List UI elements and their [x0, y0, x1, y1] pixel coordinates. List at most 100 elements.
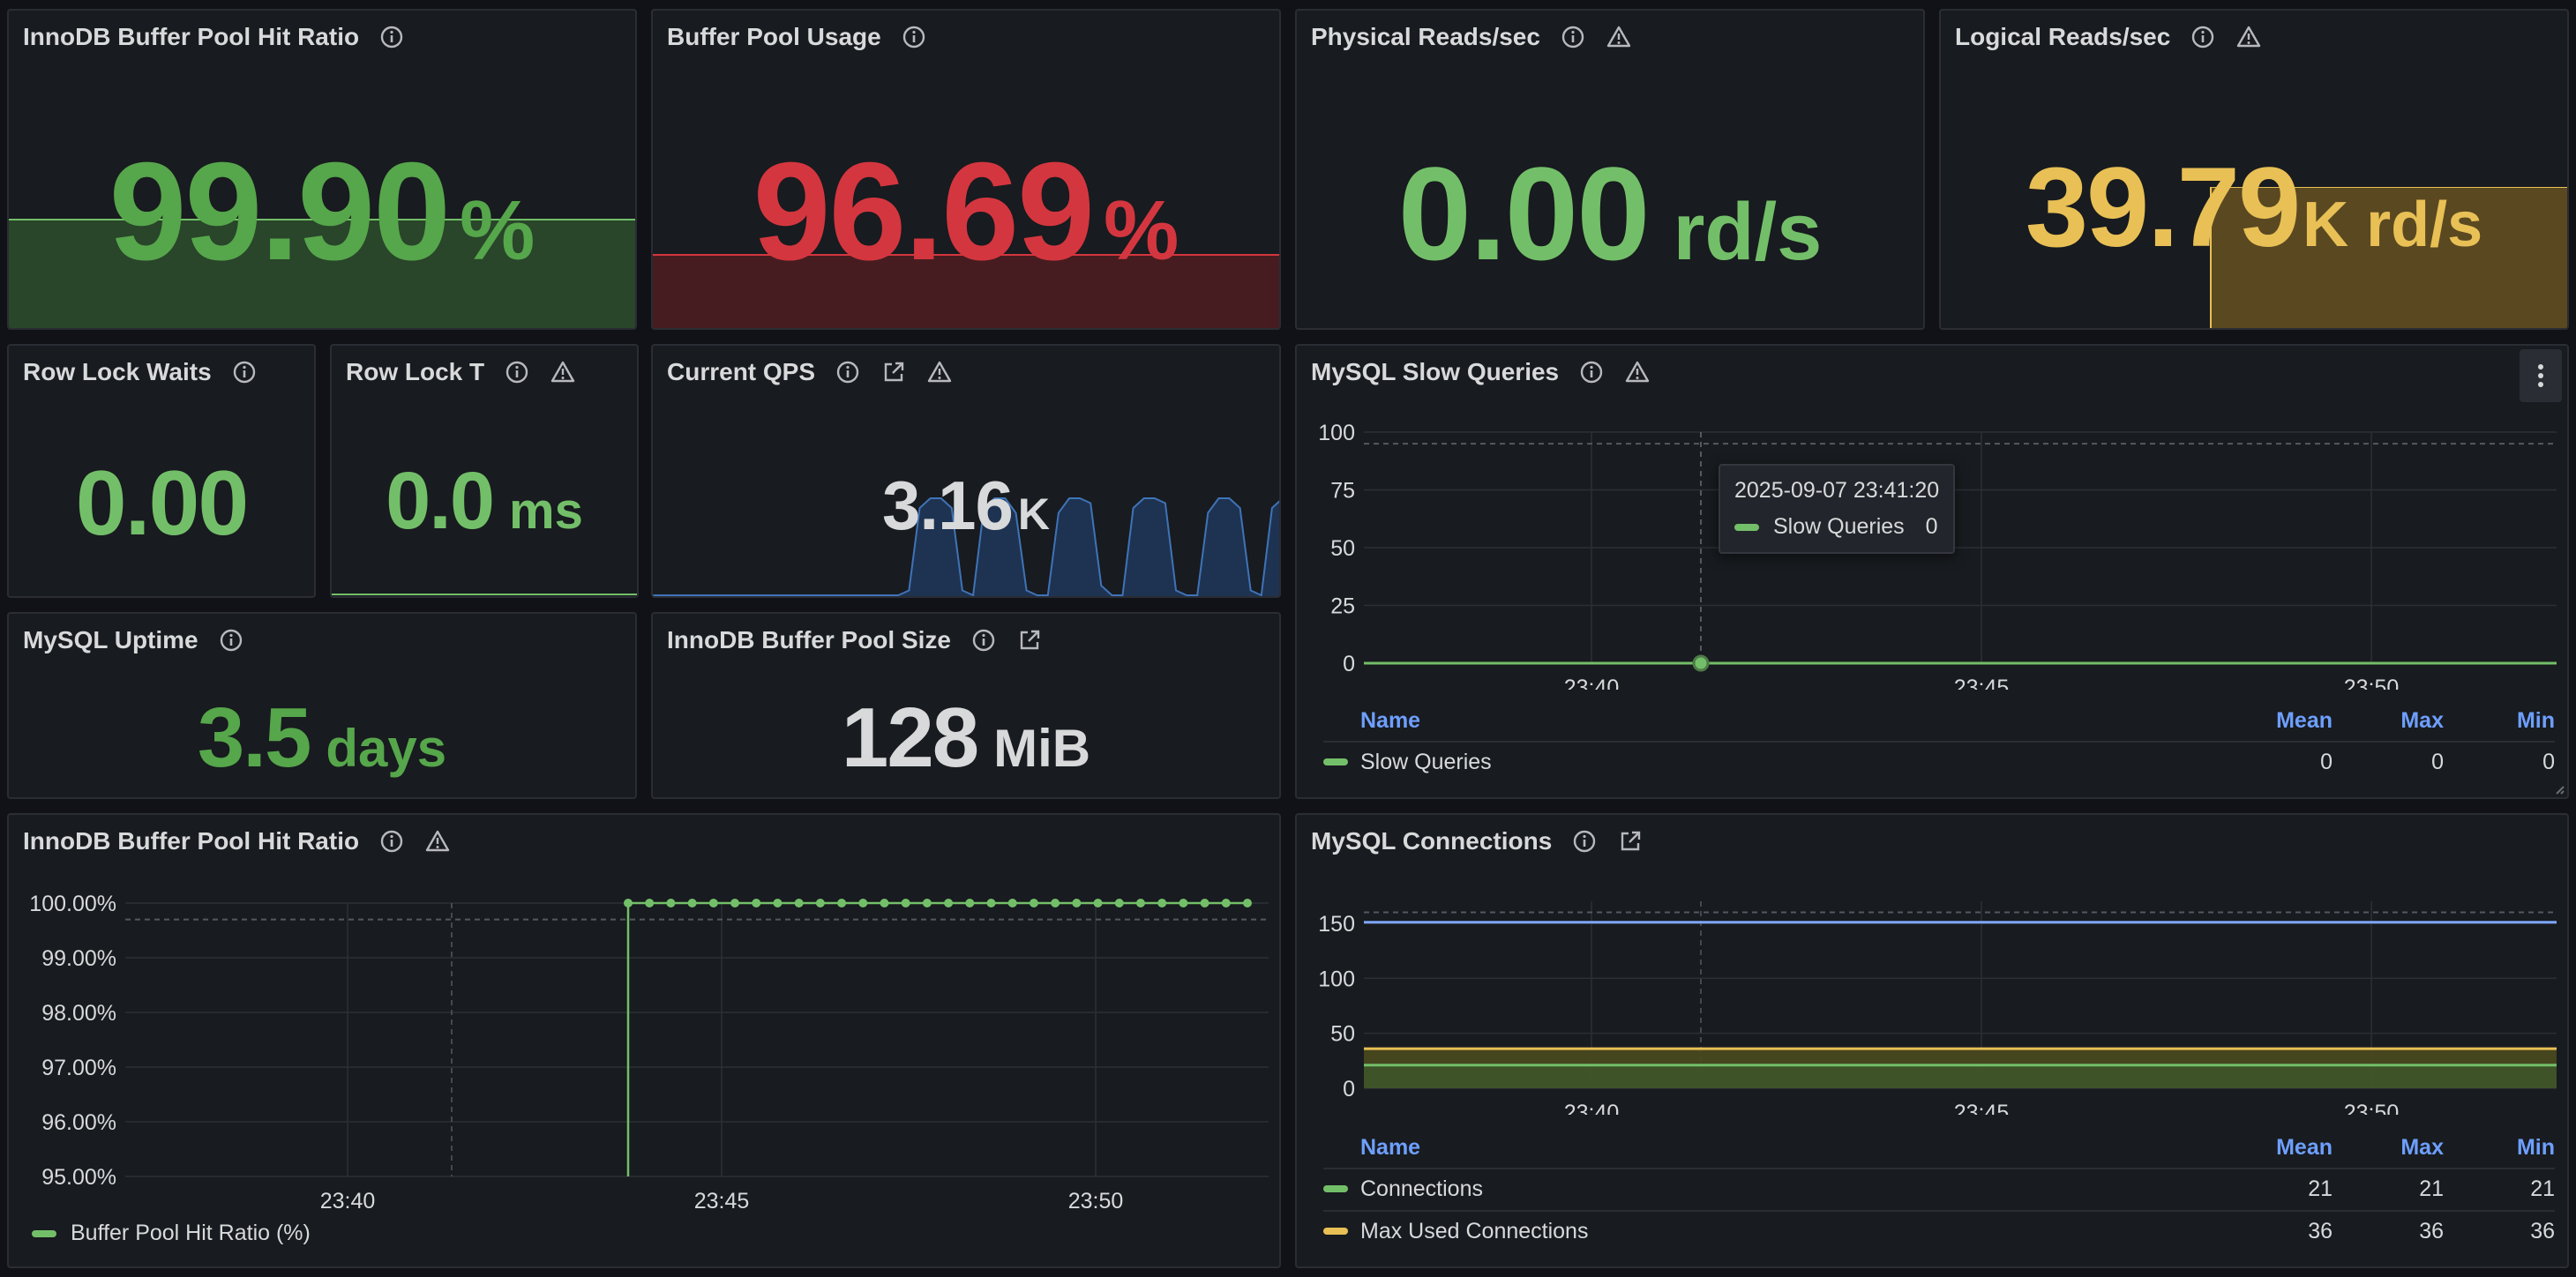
info-icon[interactable] — [378, 24, 405, 50]
slow-queries-plot[interactable]: 0 25 50 75 100 23:40 23:45 23:50 — [1297, 346, 2569, 690]
legend-col-min[interactable]: Min — [2516, 1134, 2555, 1160]
legend-series-name[interactable]: Buffer Pool Hit Ratio (%) — [71, 1221, 311, 1245]
panel-row-lock-time[interactable]: Row Lock T 0.0 ms — [330, 344, 639, 598]
stat-value: 0.00 — [1397, 139, 1651, 288]
legend-col-max[interactable]: Max — [2400, 707, 2444, 733]
qps-value: 3.16 K — [653, 466, 1279, 546]
panel-hit-ratio-stat[interactable]: InnoDB Buffer Pool Hit Ratio 99.90 % — [7, 9, 637, 330]
legend-row[interactable]: Buffer Pool Hit Ratio (%) — [32, 1221, 311, 1246]
legend-col-name[interactable]: Name — [1360, 1134, 1421, 1160]
warning-icon[interactable] — [926, 359, 953, 385]
info-icon[interactable] — [378, 828, 405, 855]
resize-handle-icon[interactable] — [2553, 783, 2565, 795]
data-point — [858, 899, 868, 907]
warning-icon[interactable] — [424, 828, 451, 855]
legend-series-name[interactable]: Slow Queries — [1360, 749, 1492, 774]
x-tick-label: 23:50 — [1068, 1189, 1124, 1214]
info-icon[interactable] — [901, 24, 927, 50]
panel-menu-button[interactable] — [2520, 349, 2562, 402]
info-icon[interactable] — [504, 359, 530, 385]
legend-series-name[interactable]: Max Used Connections — [1360, 1218, 1589, 1243]
data-point — [922, 899, 932, 907]
info-icon[interactable] — [218, 627, 244, 653]
stat-unit: ms — [509, 482, 583, 540]
external-link-icon[interactable] — [1016, 627, 1043, 653]
data-point — [944, 899, 954, 907]
qps-line — [653, 497, 1279, 596]
uptime-value: 3.5 days — [9, 690, 635, 787]
stat-unit: % — [460, 183, 535, 278]
y-tick-label: 0 — [1343, 652, 1355, 676]
connections-plot[interactable]: 0 50 100 150 23:40 23:45 23:50 — [1297, 815, 2569, 1115]
data-point — [1114, 899, 1124, 907]
x-tick-label: 23:45 — [1954, 1101, 2010, 1115]
data-point — [965, 899, 975, 907]
hit-ratio-fill-area — [9, 219, 635, 328]
legend-swatch — [32, 1229, 56, 1237]
panel-hit-ratio-timeseries[interactable]: InnoDB Buffer Pool Hit Ratio 95.00% 96.00… — [7, 813, 1281, 1268]
y-tick-label: 99.00% — [41, 946, 116, 971]
legend-mean: 21 — [2308, 1176, 2333, 1201]
stat-unit: MiB — [993, 719, 1091, 778]
info-icon[interactable] — [835, 359, 861, 385]
x-tick-label: 23:40 — [1564, 676, 1620, 690]
legend-col-mean[interactable]: Mean — [2276, 1134, 2333, 1160]
warning-icon[interactable] — [1606, 24, 1632, 50]
x-tick-label: 23:50 — [2344, 676, 2400, 690]
y-tick-label: 50 — [1330, 536, 1355, 561]
hit-ratio-value: 99.90 % — [9, 132, 635, 292]
panel-logical-reads[interactable]: Logical Reads/sec 39.79 K rd/s — [1939, 9, 2569, 330]
data-point — [1007, 899, 1017, 907]
data-point — [1093, 899, 1103, 907]
panel-row-lock-waits[interactable]: Row Lock Waits 0.00 — [7, 344, 316, 598]
external-link-icon[interactable] — [880, 359, 907, 385]
legend-series-name[interactable]: Connections — [1360, 1176, 1483, 1201]
y-tick-label: 100 — [1318, 421, 1355, 445]
legend-header: Name Mean Max Min — [1323, 700, 2555, 741]
stat-value: 96.69 — [753, 134, 1095, 289]
info-icon[interactable] — [2190, 24, 2216, 50]
legend-min: 36 — [2530, 1218, 2555, 1243]
logical-reads-value: 39.79 K rd/s — [1941, 143, 2567, 273]
connections-area — [1364, 1064, 2557, 1088]
legend-col-min[interactable]: Min — [2516, 707, 2555, 733]
panel-slow-queries[interactable]: MySQL Slow Queries 0 25 50 75 100 23:40 23:45 2… — [1295, 344, 2569, 799]
panel-uptime[interactable]: MySQL Uptime 3.5 days — [7, 612, 637, 799]
x-tick-label: 23:40 — [320, 1189, 376, 1214]
qps-sparkline — [653, 497, 1279, 596]
panel-title: InnoDB Buffer Pool Size — [667, 626, 951, 653]
buffer-usage-value: 96.69 % — [653, 132, 1279, 292]
warning-icon[interactable] — [2235, 24, 2262, 50]
legend-col-max[interactable]: Max — [2400, 1134, 2444, 1160]
panel-physical-reads[interactable]: Physical Reads/sec 0.00 rd/s — [1295, 9, 1925, 330]
buffer-usage-fill-area — [653, 254, 1279, 328]
data-point — [624, 899, 633, 907]
info-icon[interactable] — [1571, 828, 1598, 855]
legend-row[interactable]: Slow Queries 0 0 0 — [1323, 741, 2555, 781]
hit-ratio-plot[interactable]: 95.00% 96.00% 97.00% 98.00% 99.00% 100.00% 23:… — [9, 815, 1281, 1221]
data-point — [1200, 899, 1209, 907]
info-icon[interactable] — [970, 627, 997, 653]
data-point — [1179, 899, 1188, 907]
legend-row[interactable]: Max Used Connections 36 36 36 — [1323, 1210, 2555, 1251]
panel-pool-size[interactable]: InnoDB Buffer Pool Size 128 MiB — [651, 612, 1281, 799]
panel-current-qps[interactable]: Current QPS 3.16 K — [651, 344, 1281, 598]
legend-col-name[interactable]: Name — [1360, 707, 1421, 733]
legend-mean: 0 — [2320, 749, 2333, 774]
panel-title: MySQL Slow Queries — [1311, 358, 1560, 385]
info-icon[interactable] — [1560, 24, 1586, 50]
legend-col-mean[interactable]: Mean — [2276, 707, 2333, 733]
y-tick-label: 150 — [1318, 912, 1355, 937]
panel-connections[interactable]: MySQL Connections 0 50 100 150 23:40 23:45 23:… — [1295, 813, 2569, 1268]
external-link-icon[interactable] — [1617, 828, 1644, 855]
legend-row[interactable]: Connections 21 21 21 — [1323, 1168, 2555, 1208]
warning-icon[interactable] — [550, 359, 576, 385]
panel-buffer-pool-usage[interactable]: Buffer Pool Usage 96.69 % — [651, 9, 1281, 330]
info-icon[interactable] — [1578, 359, 1605, 385]
panel-title: Current QPS — [667, 358, 816, 385]
data-point — [1072, 899, 1082, 907]
x-tick-label: 23:50 — [2344, 1101, 2400, 1115]
warning-icon[interactable] — [1624, 359, 1651, 385]
stat-value: 99.90 — [109, 134, 451, 289]
info-icon[interactable] — [231, 359, 258, 385]
